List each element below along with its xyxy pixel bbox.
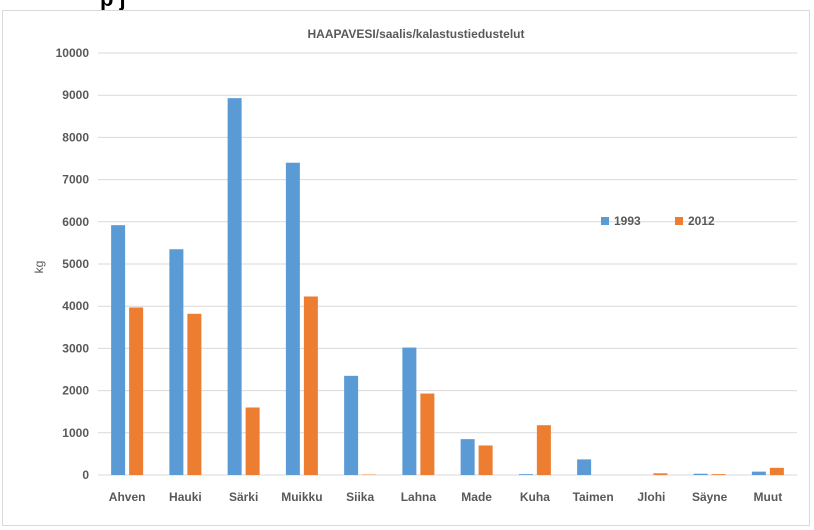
x-tick-label: Siika <box>346 490 374 504</box>
bar-1993-Ahven <box>111 225 125 475</box>
y-tick-label: 4000 <box>62 299 89 313</box>
bar-2012-Ahven <box>129 307 143 475</box>
legend-swatch-1993 <box>601 217 609 225</box>
gridlines <box>98 53 797 475</box>
bar-1993-Made <box>461 439 475 475</box>
x-tick-labels: Ahven Hauki Särki Muikku Siika Lahna Made Kuha T… <box>109 490 782 504</box>
bar-2012-Jlohi <box>653 473 667 475</box>
bar-2012-Hauki <box>187 314 201 475</box>
x-tick-label: Hauki <box>169 490 202 504</box>
legend-label: 1993 <box>614 214 641 228</box>
x-tick-label: Jlohi <box>637 490 665 504</box>
y-tick-label: 1000 <box>62 426 89 440</box>
bar-2012-Kuha <box>537 425 551 475</box>
chart-frame: HAAPAVESI/saalis/kalastustiedustelut kg … <box>2 10 810 526</box>
bar-2012-Särki <box>246 407 260 475</box>
y-tick-label: 8000 <box>62 130 89 144</box>
y-tick-label: 6000 <box>62 215 89 229</box>
y-tick-labels: 0 1000 2000 3000 4000 5000 6000 7000 8000 9000 100… <box>56 46 90 482</box>
bar-1993-Säyne <box>694 474 708 475</box>
y-tick-label: 0 <box>82 468 89 482</box>
x-tick-label: Kuha <box>520 490 550 504</box>
bar-2012-Muut <box>770 468 784 475</box>
y-tick-label: 3000 <box>62 341 89 355</box>
bar-1993-Lahna <box>402 348 416 475</box>
legend-swatch-2012 <box>675 217 683 225</box>
legend-label: 2012 <box>688 214 715 228</box>
bar-1993-Kuha <box>519 474 533 475</box>
bars <box>111 98 784 475</box>
bar-chart: HAAPAVESI/saalis/kalastustiedustelut kg … <box>3 11 809 525</box>
x-tick-label: Muikku <box>281 490 322 504</box>
x-tick-label: Taimen <box>573 490 614 504</box>
y-tick-label: 2000 <box>62 384 89 398</box>
y-axis-label: kg <box>32 261 46 274</box>
bar-2012-Muikku <box>304 296 318 475</box>
bar-1993-Muut <box>752 472 766 475</box>
bar-2012-Säyne <box>712 474 726 475</box>
bar-2012-Made <box>479 445 493 475</box>
page-title-fragment: p j <box>0 0 814 10</box>
x-tick-label: Made <box>461 490 492 504</box>
legend: 1993 2012 <box>601 214 715 228</box>
y-tick-label: 9000 <box>62 88 89 102</box>
chart-title: HAAPAVESI/saalis/kalastustiedustelut <box>308 27 525 41</box>
bar-1993-Hauki <box>169 249 183 475</box>
x-tick-label: Ahven <box>109 490 146 504</box>
bar-1993-Siika <box>344 376 358 475</box>
x-tick-label: Särki <box>229 490 258 504</box>
bar-1993-Taimen <box>577 459 591 475</box>
y-tick-label: 5000 <box>62 257 89 271</box>
bar-1993-Särki <box>228 98 242 475</box>
x-tick-label: Muut <box>754 490 783 504</box>
y-tick-label: 10000 <box>56 46 90 60</box>
bar-1993-Muikku <box>286 163 300 475</box>
x-tick-label: Säyne <box>692 490 728 504</box>
y-tick-label: 7000 <box>62 173 89 187</box>
x-tick-label: Lahna <box>401 490 437 504</box>
bar-2012-Lahna <box>420 394 434 475</box>
